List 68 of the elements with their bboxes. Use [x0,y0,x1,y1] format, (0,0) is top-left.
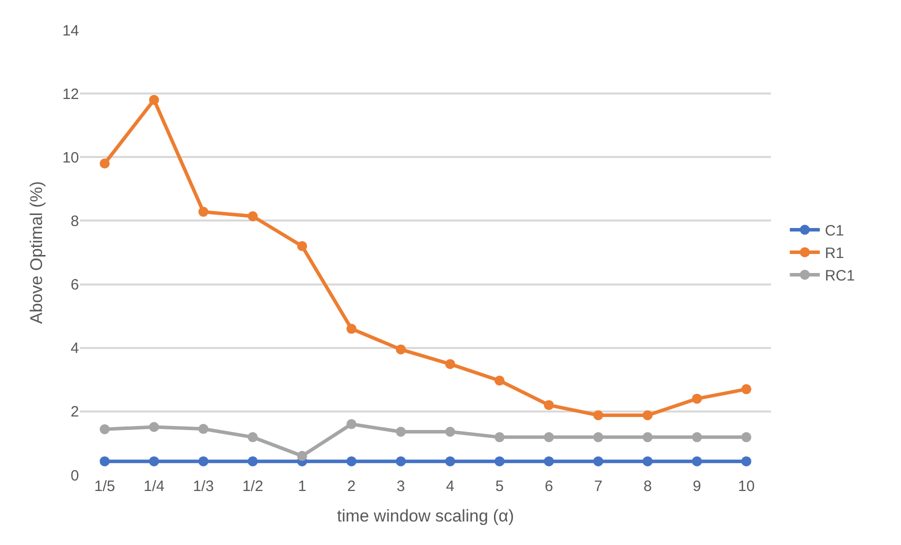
point [445,456,456,466]
point [642,432,653,442]
y-tick-label: 2 [70,404,79,421]
x-tick-label: 1/3 [192,478,214,495]
point [149,94,160,105]
point [149,456,160,466]
point [445,426,456,437]
point [445,359,456,370]
point [396,456,406,466]
point [346,324,356,334]
point [544,432,554,442]
x-tick-label: 6 [544,478,554,495]
point [741,384,752,394]
point [100,424,110,434]
point [198,206,208,217]
point [297,450,308,461]
legend-label: C1 [824,222,844,240]
x-tick-label: 3 [396,478,405,495]
legend-label: RC1 [824,268,855,285]
point [494,376,505,386]
y-tick-label: 4 [70,340,79,358]
x-tick-label: 5 [495,478,504,495]
point [494,432,505,442]
point [593,410,604,420]
x-tick-label: 8 [643,478,652,495]
y-tick-label: 0 [70,467,79,484]
y-tick-label: 14 [62,22,79,40]
point [396,426,406,437]
legend-label: R1 [824,245,844,262]
point [248,432,258,442]
y-tick-label: 8 [70,212,79,230]
point [346,419,356,430]
point [100,456,110,466]
point [593,432,604,442]
point [692,432,702,442]
x-axis-title: time window scaling (α) [336,506,514,526]
point [741,456,752,466]
point [741,432,752,442]
y-tick-label: 12 [62,86,79,103]
point [396,344,406,354]
point [642,410,653,420]
x-tick-label: 1/2 [242,478,264,495]
point [297,241,308,252]
point [544,400,554,410]
x-tick-label: 10 [738,478,755,495]
x-tick-label: 2 [347,478,356,495]
point [642,456,653,466]
point [149,422,160,432]
point [248,456,258,466]
x-tick-label: 1/4 [144,478,164,495]
x-tick-label: 4 [446,478,454,495]
point [593,456,604,466]
x-tick-label: 1 [298,478,306,495]
point [198,456,208,466]
x-tick-label: 9 [692,478,702,495]
x-tick-label: 7 [594,478,602,495]
point [198,424,208,434]
point [346,456,356,466]
point [692,394,702,404]
point [248,211,258,222]
x-tick-label: 1/5 [94,478,116,495]
y-tick-label: 6 [70,276,79,294]
y-tick-label: 10 [62,149,79,166]
point [544,456,554,466]
point [692,456,702,466]
y-axis-title: Above Optimal (%) [26,181,46,324]
point [100,158,110,168]
point [494,456,505,466]
